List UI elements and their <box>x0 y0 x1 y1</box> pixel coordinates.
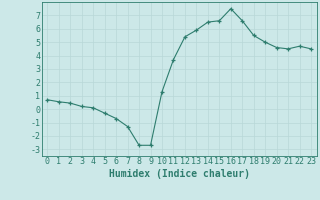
X-axis label: Humidex (Indice chaleur): Humidex (Indice chaleur) <box>109 169 250 179</box>
